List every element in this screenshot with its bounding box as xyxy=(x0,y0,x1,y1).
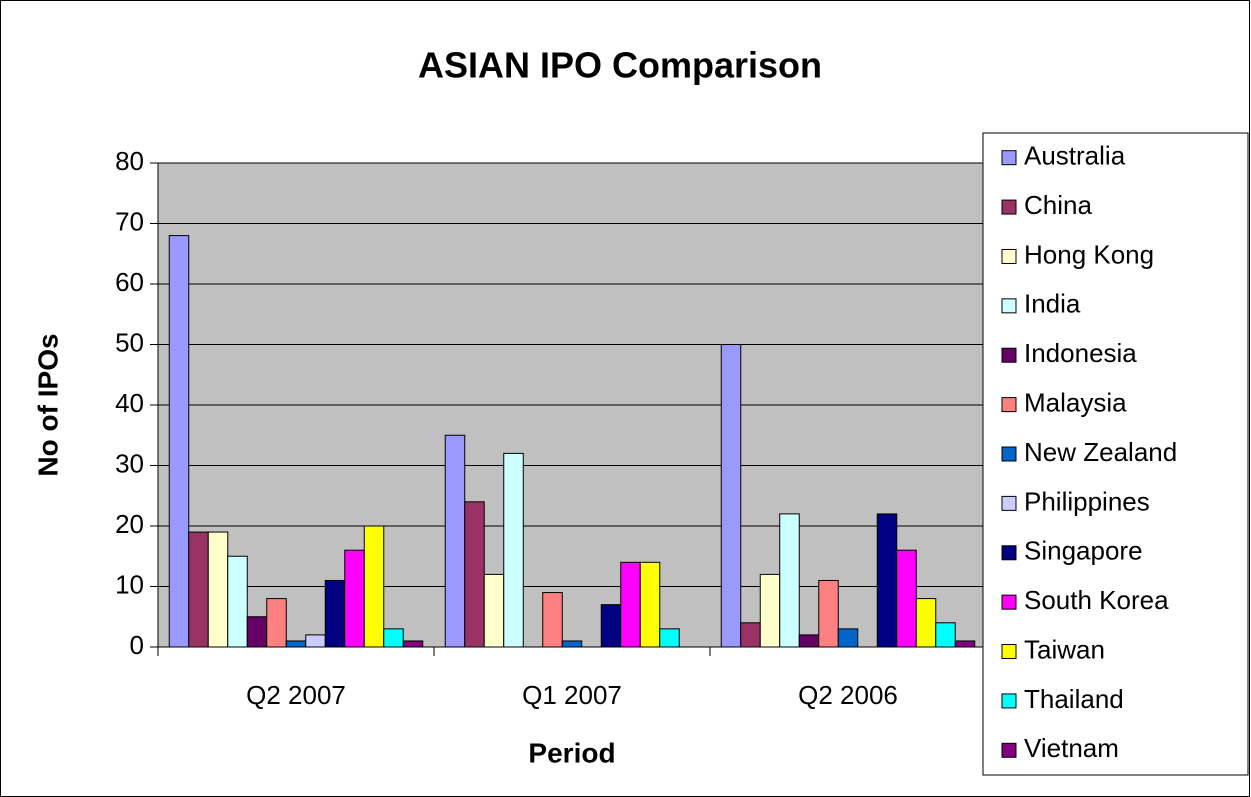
bar xyxy=(659,628,680,648)
legend-swatch xyxy=(1001,199,1017,215)
bar xyxy=(227,555,248,648)
legend-swatch xyxy=(1001,298,1017,314)
legend-label: Philippines xyxy=(1024,486,1150,516)
bar xyxy=(402,640,424,648)
y-tick-label: 80 xyxy=(115,146,144,176)
y-tick-label: 70 xyxy=(115,206,144,236)
bar xyxy=(464,501,485,648)
bar xyxy=(246,616,268,648)
bar xyxy=(503,452,524,648)
legend-label: South Korea xyxy=(1024,585,1169,615)
bar xyxy=(483,573,505,648)
bar xyxy=(600,604,622,648)
legend-swatch xyxy=(1001,248,1017,264)
legend-swatch xyxy=(1001,594,1017,610)
bar xyxy=(444,434,466,648)
y-tick-label: 40 xyxy=(115,388,144,418)
x-tick-label: Q2 2006 xyxy=(798,680,898,710)
bar xyxy=(954,640,976,648)
bar xyxy=(837,628,859,648)
y-axis-label: No of IPOs xyxy=(32,333,63,476)
bar xyxy=(740,622,761,648)
legend-label: Taiwan xyxy=(1024,634,1105,664)
legend-label: Indonesia xyxy=(1024,338,1137,368)
legend-label: Thailand xyxy=(1024,684,1124,714)
legend-label: Vietnam xyxy=(1024,733,1119,763)
x-tick-label: Q2 2007 xyxy=(246,680,346,710)
legend-label: Singapore xyxy=(1024,536,1143,566)
bar xyxy=(759,573,781,648)
bar xyxy=(561,640,583,648)
legend-label: India xyxy=(1024,289,1081,319)
legend-swatch xyxy=(1001,693,1017,709)
y-tick-label: 30 xyxy=(115,448,144,478)
bar xyxy=(542,592,563,648)
bar xyxy=(896,549,917,648)
legend-swatch xyxy=(1001,495,1017,511)
y-tick-label: 60 xyxy=(115,267,144,297)
y-tick-label: 50 xyxy=(115,327,144,357)
bar xyxy=(720,344,742,648)
x-tick-label: Q1 2007 xyxy=(522,680,622,710)
legend-swatch xyxy=(1001,644,1017,660)
legend-label: Malaysia xyxy=(1024,387,1127,417)
bar xyxy=(188,531,209,648)
bar xyxy=(935,622,956,648)
legend-label: New Zealand xyxy=(1024,437,1177,467)
y-tick-label: 20 xyxy=(115,509,144,539)
bar xyxy=(639,561,661,648)
bar xyxy=(168,235,190,648)
bar xyxy=(324,579,346,648)
y-tick-label: 0 xyxy=(130,630,144,660)
legend-swatch xyxy=(1001,545,1017,561)
legend-swatch xyxy=(1001,397,1017,413)
chart-title: ASIAN IPO Comparison xyxy=(418,45,822,86)
bar xyxy=(363,525,385,648)
bar xyxy=(285,640,307,648)
bar xyxy=(266,598,287,648)
legend-label: Australia xyxy=(1024,141,1126,171)
legend-swatch xyxy=(1001,150,1017,166)
legend xyxy=(982,132,1249,776)
bar xyxy=(779,513,800,648)
legend-swatch xyxy=(1001,347,1017,363)
bar xyxy=(344,549,365,648)
legend-label: China xyxy=(1024,190,1092,220)
y-tick-label: 10 xyxy=(115,569,144,599)
bar xyxy=(876,513,898,648)
bar xyxy=(915,598,937,648)
bar xyxy=(620,561,641,648)
legend-swatch xyxy=(1001,446,1017,462)
bar xyxy=(305,634,326,648)
bar xyxy=(383,628,404,648)
legend-label: Hong Kong xyxy=(1024,239,1154,269)
bar xyxy=(207,531,229,648)
bar xyxy=(798,634,820,648)
x-axis-label: Period xyxy=(528,737,615,768)
bar xyxy=(818,579,839,648)
legend-swatch xyxy=(1001,742,1017,758)
